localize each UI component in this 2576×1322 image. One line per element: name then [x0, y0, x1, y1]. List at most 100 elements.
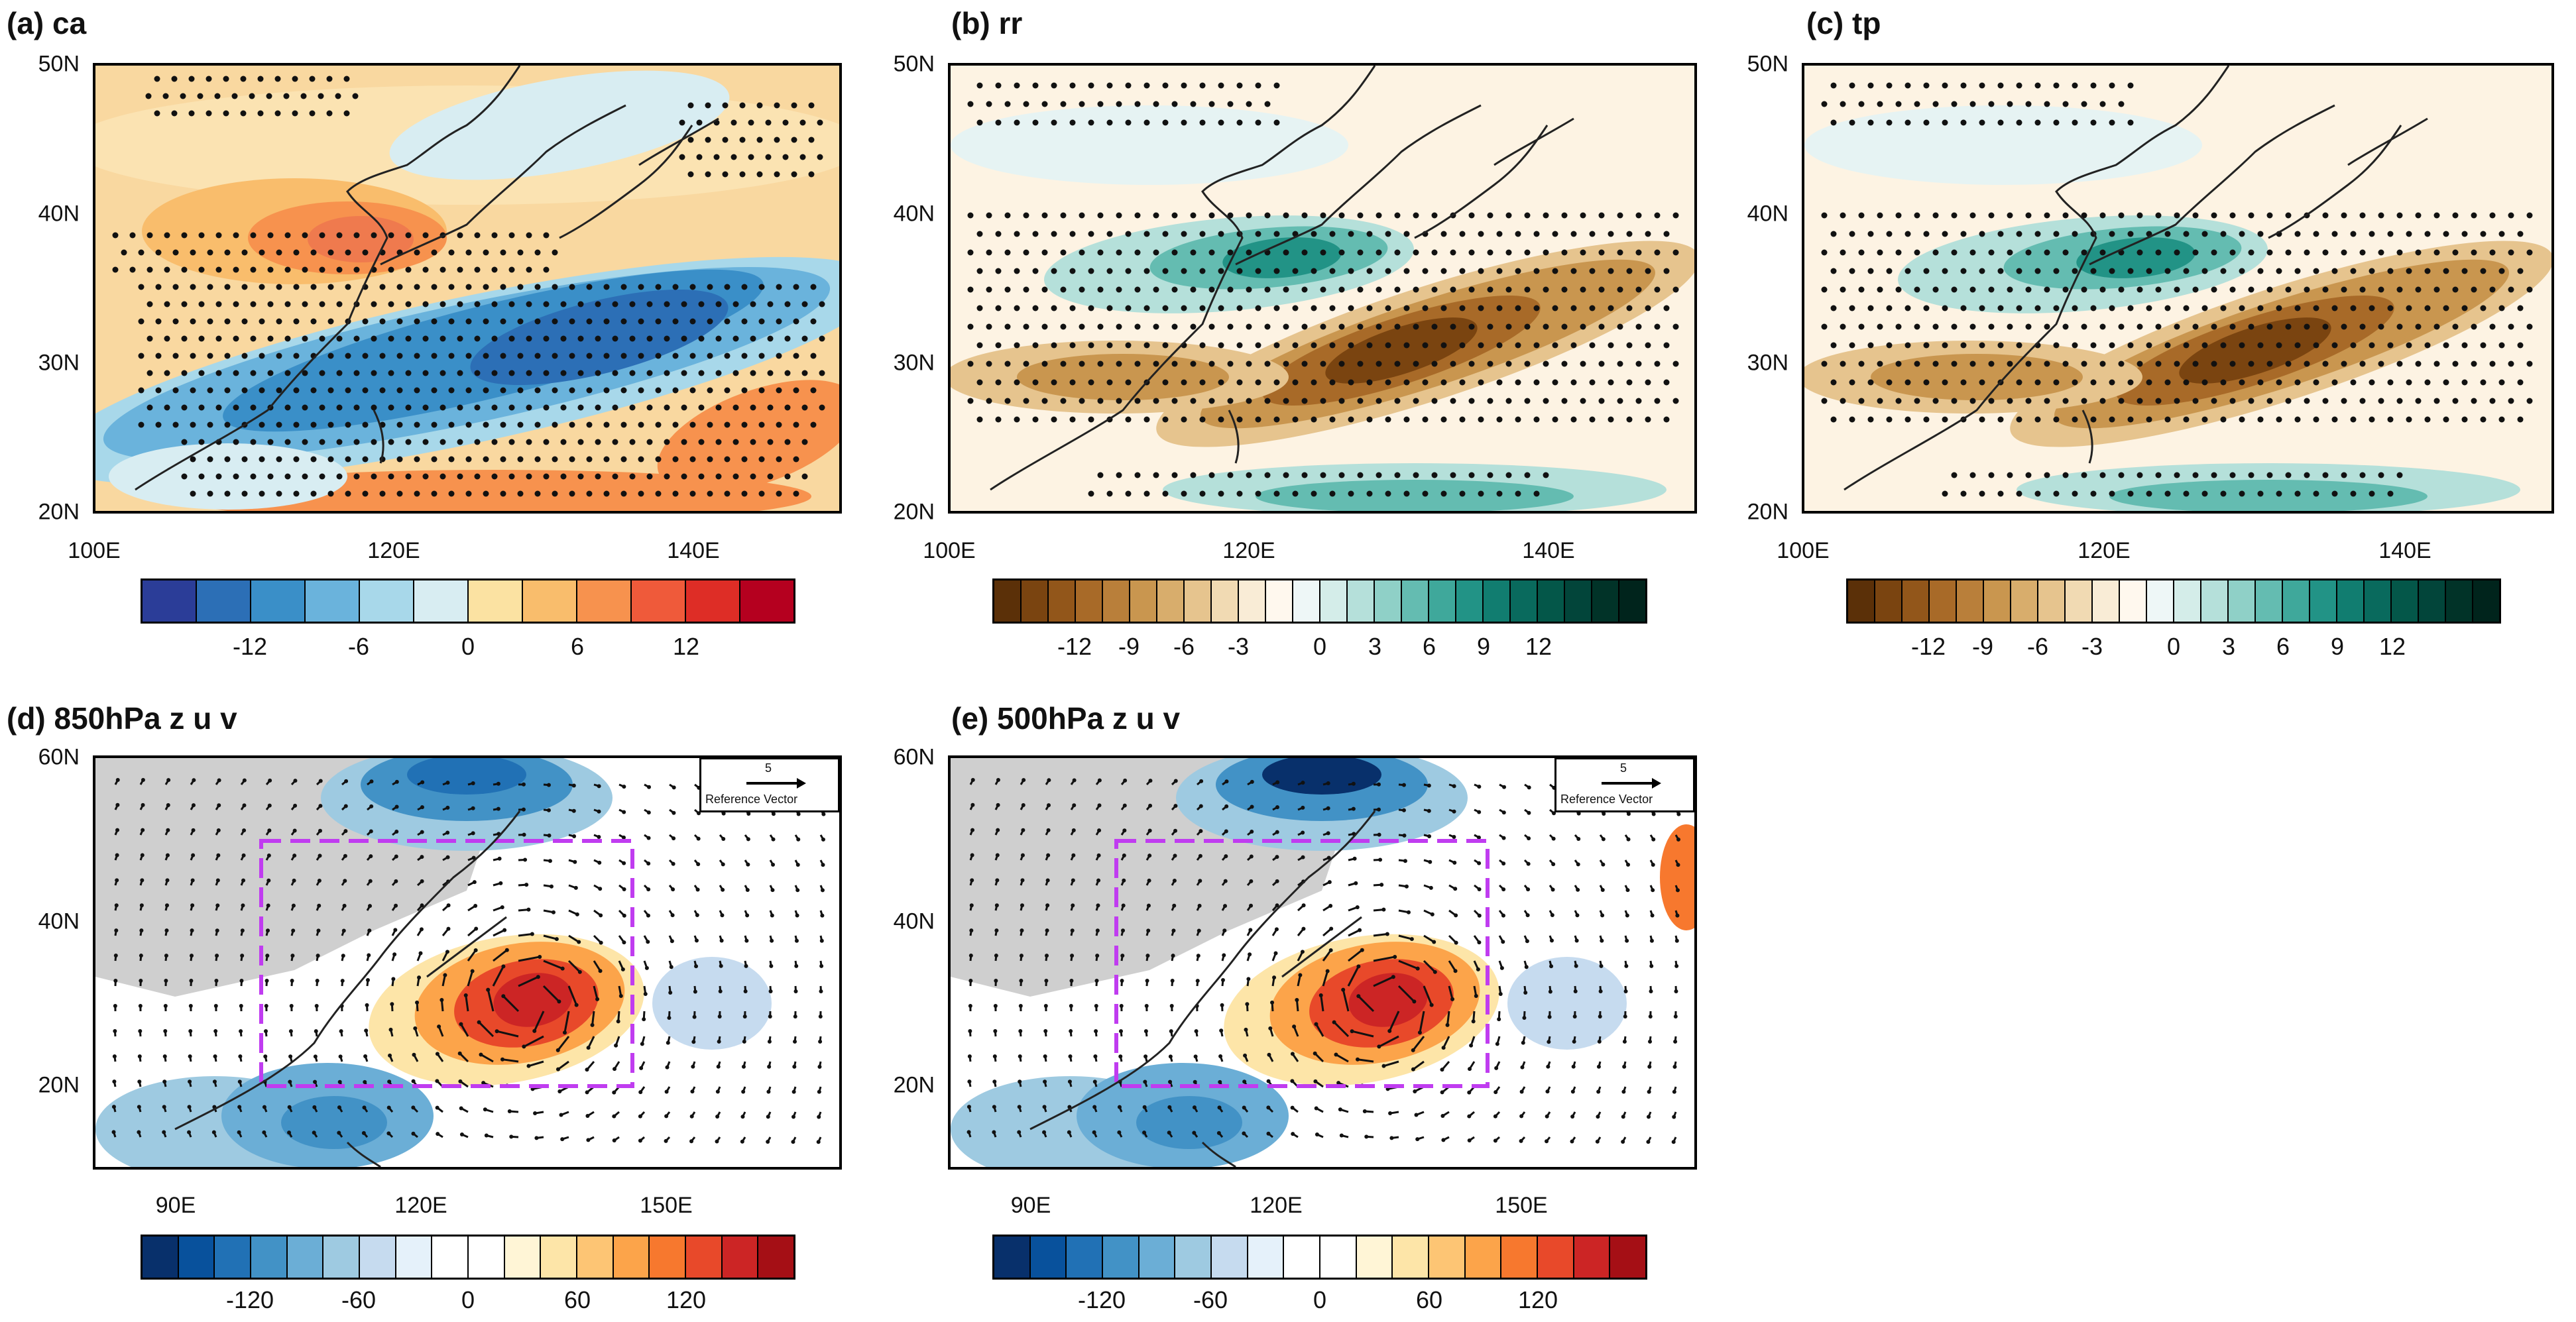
colorbar [141, 578, 795, 624]
anomaly-shading [1262, 758, 1381, 795]
reference-vector-value: 5 [765, 761, 772, 775]
colorbar-swatch [1903, 580, 1930, 622]
colorbar-swatch [2256, 580, 2283, 622]
colorbar-label: -9 [1118, 633, 1140, 660]
colorbar-label: 6 [1422, 633, 1436, 660]
lon-label: 140E [667, 538, 720, 563]
colorbar-swatch [632, 580, 686, 622]
colorbar-label: 9 [2330, 633, 2345, 660]
panel-title: (c) tp [1806, 6, 1881, 40]
colorbar-label: -12 [1057, 633, 1092, 660]
colorbar-swatch [1484, 580, 1511, 622]
colorbar [992, 1235, 1647, 1280]
wind-vectors [966, 777, 1681, 1144]
anomaly-shading [2109, 480, 2428, 511]
significance-stipple [967, 82, 1679, 497]
colorbar-swatch [1957, 580, 1984, 622]
colorbar-swatch [994, 1237, 1031, 1278]
colorbar-swatch [360, 580, 414, 622]
lat-label: 20N [1747, 499, 1788, 525]
panel-title: (a) ca [7, 6, 87, 40]
lon-label: 90E [155, 1193, 196, 1218]
anomaly-shading [1660, 824, 1694, 930]
colorbar-swatch [613, 1237, 650, 1278]
reference-vector-box: 5 Reference Vector [1554, 757, 1695, 812]
colorbar-swatch [1284, 1237, 1321, 1278]
lat-label: 60N [38, 744, 80, 770]
colorbar-swatch [1875, 580, 1903, 622]
colorbar-swatch [1429, 1237, 1466, 1278]
colorbar-swatch [504, 1237, 542, 1278]
colorbar-label: 9 [1476, 633, 1491, 660]
anomaly-shading [389, 70, 730, 180]
colorbar-swatch [178, 1237, 215, 1278]
colorbar-label: 60 [1415, 1286, 1443, 1313]
colorbar-swatch [414, 580, 469, 622]
lon-label: 140E [1522, 538, 1575, 563]
colorbar-swatch [396, 1237, 433, 1278]
colorbar-swatch [1266, 580, 1293, 622]
colorbar-swatch [197, 580, 251, 622]
colorbar-swatch [2473, 580, 2499, 622]
map-b [948, 63, 1697, 514]
map-field [95, 758, 839, 1167]
colorbar-swatch [1175, 1237, 1212, 1278]
map-d [93, 755, 842, 1170]
colorbar-label: -6 [2026, 633, 2049, 660]
anomaly-shading [2076, 237, 2195, 278]
lat-label: 40N [893, 909, 935, 934]
colorbar-swatch [1375, 580, 1402, 622]
lon-label: 120E [367, 538, 420, 563]
colorbar-swatch [1501, 1237, 1539, 1278]
colorbar-swatch [2038, 580, 2066, 622]
colorbar-swatch [1456, 580, 1484, 622]
anomaly-shading [308, 216, 414, 262]
colorbar-swatch [287, 1237, 324, 1278]
lat-label: 40N [38, 201, 80, 227]
reference-vector-box: 5 Reference Vector [699, 757, 840, 812]
colorbar-swatch [1248, 1237, 1285, 1278]
colorbar-swatch [1610, 1237, 1646, 1278]
colorbar-swatch [1429, 580, 1456, 622]
map-field [1804, 66, 2551, 511]
colorbar-swatch [740, 580, 793, 622]
map-field [951, 758, 1694, 1167]
significance-stipple [679, 102, 823, 178]
colorbar-swatch [1067, 1237, 1104, 1278]
anomaly-shading [951, 105, 1348, 185]
lon-label: 120E [2078, 538, 2131, 563]
colorbar-swatch [650, 1237, 687, 1278]
map-c [1802, 63, 2554, 514]
anomaly-shading [1871, 354, 2083, 400]
colorbar-swatch [1538, 580, 1565, 622]
analysis-region-box [1114, 839, 1490, 1088]
colorbar-swatch [469, 580, 523, 622]
colorbar-swatch [143, 580, 197, 622]
colorbar-label: -12 [1910, 633, 1946, 660]
lon-label: 120E [1250, 1193, 1303, 1218]
colorbar-swatch [1348, 580, 1375, 622]
lat-label: 20N [38, 1072, 80, 1098]
colorbar-swatch [1984, 580, 2011, 622]
lat-label: 40N [893, 201, 935, 227]
colorbar-label: -6 [1173, 633, 1195, 660]
wind-vectors [111, 777, 826, 1144]
lon-label: 150E [1495, 1193, 1548, 1218]
colorbar-label: 0 [1313, 1286, 1327, 1313]
colorbar-swatch [432, 1237, 469, 1278]
colorbar-label: 0 [2166, 633, 2181, 660]
colorbar-swatch [2201, 580, 2229, 622]
colorbar-label: -60 [1193, 1286, 1228, 1313]
colorbar-swatch [577, 1237, 614, 1278]
colorbar-swatch [758, 1237, 794, 1278]
lon-label: 120E [1222, 538, 1275, 563]
analysis-region-box [259, 839, 634, 1088]
coastline [174, 810, 521, 1167]
colorbar-swatch [1320, 580, 1348, 622]
colorbar-label: 3 [1368, 633, 1382, 660]
anomaly-shading [1804, 105, 2202, 185]
significance-stipple [112, 232, 825, 497]
reference-arrow-icon [746, 778, 806, 789]
lon-label: 120E [394, 1193, 447, 1218]
colorbar-label: 0 [461, 1286, 475, 1313]
